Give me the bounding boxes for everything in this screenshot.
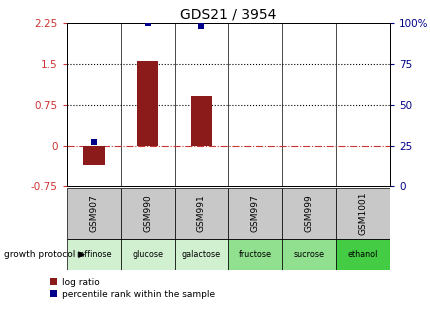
Legend: log ratio, percentile rank within the sample: log ratio, percentile rank within the sa… [49, 278, 214, 299]
Bar [282, 239, 335, 270]
Text: glucose: glucose [132, 250, 163, 259]
Bar [67, 239, 120, 270]
Text: GSM1001: GSM1001 [358, 192, 367, 235]
Text: GSM991: GSM991 [197, 195, 206, 232]
Bar [190, 96, 212, 146]
Text: ethanol: ethanol [347, 250, 378, 259]
Bar [137, 61, 158, 146]
Point [197, 24, 205, 29]
Text: raffinose: raffinose [76, 250, 111, 259]
Text: GSM990: GSM990 [143, 195, 152, 232]
Bar [174, 188, 228, 239]
Bar [282, 188, 335, 239]
Bar [120, 188, 174, 239]
Text: GSM997: GSM997 [250, 195, 259, 232]
Bar [228, 239, 282, 270]
Point [90, 140, 97, 145]
Text: galactose: galactose [181, 250, 221, 259]
Point [144, 20, 150, 26]
Text: growth protocol ▶: growth protocol ▶ [4, 250, 85, 259]
Text: GSM907: GSM907 [89, 195, 98, 232]
Bar [174, 239, 228, 270]
Bar [335, 239, 389, 270]
Bar [83, 146, 104, 164]
Bar [120, 239, 174, 270]
Text: sucrose: sucrose [293, 250, 324, 259]
Title: GDS21 / 3954: GDS21 / 3954 [180, 8, 276, 22]
Bar [228, 188, 282, 239]
Text: GSM999: GSM999 [304, 195, 313, 232]
Text: fructose: fructose [238, 250, 271, 259]
Bar [335, 188, 389, 239]
Bar [67, 188, 120, 239]
